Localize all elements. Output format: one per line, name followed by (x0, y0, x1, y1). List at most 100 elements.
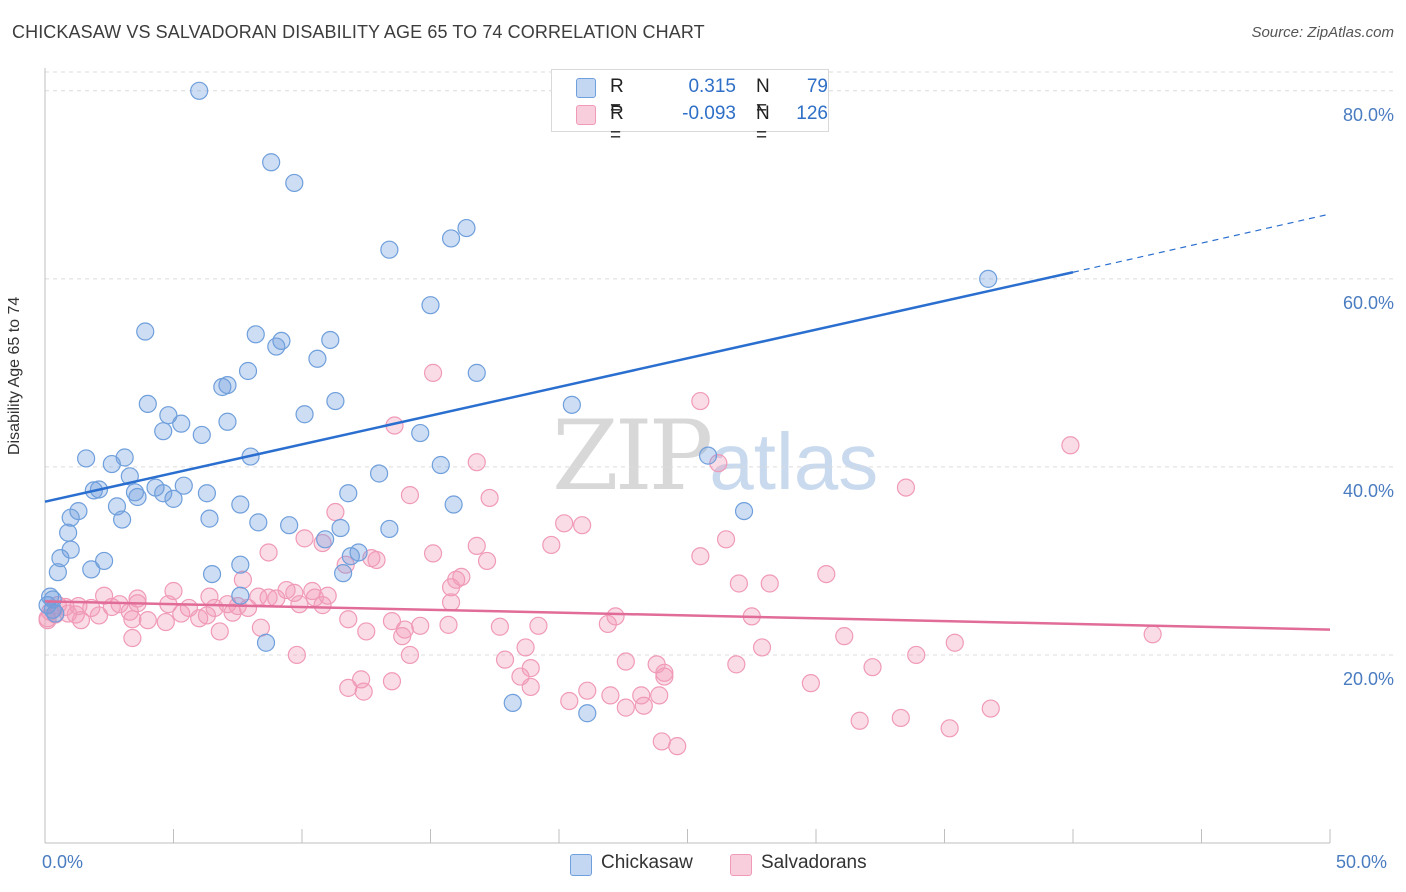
chickasaw-point (331, 518, 350, 538)
chickasaw-point (82, 560, 101, 579)
chickasaw-point (246, 325, 265, 344)
chickasaw-point (267, 337, 286, 356)
chickasaw-point (308, 349, 327, 368)
chickasaw-point (136, 322, 155, 341)
salvadoran-point (400, 486, 420, 505)
chickasaw-swatch (576, 78, 596, 98)
salvadoran-point (138, 611, 157, 630)
salvadoran-point (439, 615, 458, 634)
salvadoran-point (835, 627, 854, 646)
salvadoran-point (367, 550, 386, 570)
salvadoran-point (411, 616, 430, 635)
salvadoran-point (578, 681, 597, 700)
salvadoran-point (652, 732, 671, 751)
salvadoran-point (945, 633, 964, 652)
salvadoran-point (423, 544, 443, 563)
salvadoran-point (441, 593, 461, 612)
source-credit: Source: ZipAtlas.com (1251, 24, 1394, 41)
salvadoran-point (393, 627, 412, 646)
salvadoran-point (66, 605, 85, 624)
salvadoran-point (156, 612, 175, 632)
salvadoran-legend-label: Salvadorans (761, 852, 867, 873)
chickasaw-point (238, 361, 258, 381)
salvadoran-point (339, 610, 358, 629)
salvadoran-point (267, 589, 286, 608)
chickasaw-point (164, 489, 183, 508)
salvadoran-point (668, 737, 687, 756)
salvadoran-point (477, 551, 497, 571)
y-tick-label: 60.0% (1342, 292, 1394, 313)
chickasaw-point (467, 363, 486, 382)
salvadoran-point (318, 586, 337, 605)
salvadoran-point (616, 652, 635, 671)
x-tick-label-max: 50.0% (1336, 852, 1388, 872)
chickasaw-legend-label: Chickasaw (601, 852, 693, 873)
salvadoran-point (521, 677, 540, 697)
salvadoran-point (441, 578, 461, 597)
chickasaw-point (43, 590, 62, 609)
y-axis-label: Disability Age 65 to 74 (6, 296, 23, 455)
salvadoran-point (606, 607, 625, 626)
salvadoran-point (259, 543, 278, 562)
salvadoran-point (691, 391, 710, 411)
salvadoran-point (817, 564, 836, 584)
chickasaw-point (154, 422, 173, 441)
salvadoran-point (71, 611, 91, 630)
salvadoran-point (632, 686, 651, 705)
chickasaw-point (77, 449, 96, 468)
chickasaw-point (370, 464, 389, 483)
chickasaw-point (441, 229, 461, 248)
salvadoran-point (727, 655, 746, 674)
chickasaw-point (218, 412, 237, 431)
chickasaw-point (138, 394, 157, 414)
salvadoran-point (752, 638, 772, 657)
chickasaw-point (154, 484, 173, 503)
chickasaw-point (349, 543, 368, 562)
salvadoran-point (123, 628, 142, 648)
salvadoran-point (357, 622, 376, 641)
chickasaw-point (174, 476, 193, 495)
salvadoran-point (233, 570, 252, 589)
chickasaw-point (48, 563, 67, 582)
salvadoran-point (210, 622, 229, 641)
chickasaw-point (411, 423, 430, 443)
chickasaw-point (95, 551, 114, 571)
salvadoran-point (490, 617, 509, 636)
salvadoran-point (190, 609, 209, 628)
salvadoran-point (516, 638, 535, 657)
salvadoran-point (251, 618, 270, 637)
salvadoran-point (1143, 625, 1162, 644)
trend-lines (44, 213, 1331, 631)
stats-legend: R = 0.315 N = 79 R = -0.093 N = 126 (551, 69, 829, 146)
salvadoran-point (295, 529, 314, 548)
chickasaw-legend-swatch (570, 854, 592, 876)
y-tick-label: 40.0% (1342, 480, 1394, 501)
legend-n-value: 126 (796, 103, 828, 124)
salvadoran-point (423, 363, 443, 382)
salvadoran-point (716, 530, 736, 549)
watermark: ZIPatlas (552, 400, 878, 512)
chickasaw-point (272, 331, 291, 351)
salvadoran-point (313, 596, 332, 615)
salvadoran-point (223, 603, 242, 622)
chickasaw-point (249, 513, 268, 532)
salvadoran-point (495, 650, 515, 669)
salvadoran-points (38, 363, 1162, 756)
salvadoran-point (760, 574, 779, 593)
salvadoran-point (560, 691, 579, 711)
chickasaw-point (231, 555, 250, 574)
watermark-zip: ZIP (552, 400, 713, 512)
salvadoran-point (616, 698, 635, 717)
salvadoran-point (555, 514, 574, 533)
chickasaw-point (197, 484, 217, 503)
axes (44, 68, 1331, 844)
chickasaw-point (218, 376, 237, 395)
salvadoran-point (896, 478, 916, 497)
chickasaw-point (562, 395, 581, 414)
salvadoran-point (907, 645, 926, 665)
salvadoran-point (573, 516, 592, 535)
salvadoran-point (287, 645, 306, 665)
chickasaw-point (380, 240, 399, 259)
chickasaw-point (734, 501, 754, 521)
